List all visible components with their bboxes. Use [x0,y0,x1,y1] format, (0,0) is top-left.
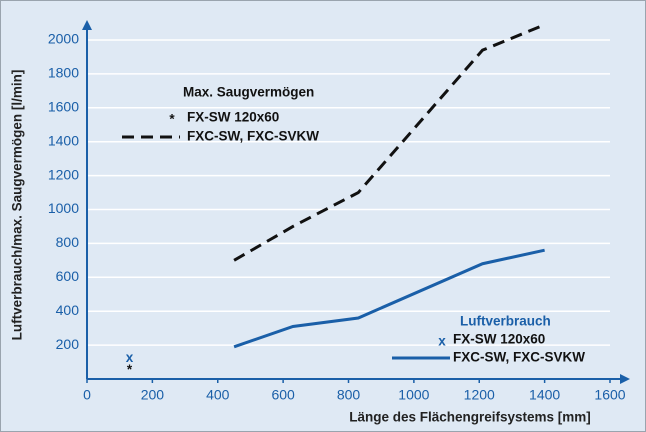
y-tick-label: 600 [56,268,80,284]
y-axis-arrow [82,20,92,30]
series-line [233,23,546,262]
y-tick-label: 800 [56,234,80,250]
legend-label: FX-SW 120x60 [187,110,279,125]
legend-label: FXC-SW, FXC-SVKW [187,129,319,144]
x-tick-label: 1400 [529,387,560,403]
point-marker: * [127,362,133,377]
x-axis-arrow [620,374,630,384]
x-tick-label: 0 [83,387,91,403]
y-tick-label: 1400 [48,132,79,148]
y-axis-label: Luftverbrauch/max. Saugvermögen [l/min] [10,70,25,341]
x-tick-label: 200 [141,387,165,403]
legend-title: Luftverbrauch [460,314,551,329]
legend-title: Max. Saugvermögen [183,85,314,100]
legend-marker: x [438,334,446,349]
x-tick-label: 600 [271,387,295,403]
legend-label: FXC-SW, FXC-SVKW [453,350,585,365]
y-tick-label: 1200 [48,166,79,182]
point-marker: x [126,350,134,365]
x-axis-label: Länge des Flächengreifsystems [mm] [349,410,591,425]
series-line [233,248,545,349]
x-tick-label: 1000 [398,387,429,403]
y-tick-label: 1000 [48,200,79,216]
x-tick-label: 1200 [464,387,495,403]
legend-marker: * [169,112,175,127]
x-tick-label: 400 [206,387,230,403]
y-tick-label: 400 [56,302,80,318]
legend-label: FX-SW 120x60 [453,332,545,347]
x-tick-label: 800 [337,387,361,403]
y-tick-label: 1800 [48,65,79,81]
y-tick-label: 200 [56,336,80,352]
x-tick-label: 1600 [594,387,625,403]
y-tick-label: 1600 [48,99,79,115]
y-tick-label: 2000 [48,31,79,47]
